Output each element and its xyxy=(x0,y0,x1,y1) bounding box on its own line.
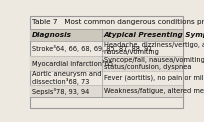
Bar xyxy=(30,85,183,97)
Text: Aortic aneurysm and
dissection³68, 73: Aortic aneurysm and dissection³68, 73 xyxy=(32,71,101,85)
Text: Atypical Presenting Symptoms: Atypical Presenting Symptoms xyxy=(104,32,204,38)
Text: Sepsis³78, 93, 94: Sepsis³78, 93, 94 xyxy=(32,88,89,95)
Text: Stroke³64, 66, 68, 69, 85, 87, 88, 91: Stroke³64, 66, 68, 69, 85, 87, 88, 91 xyxy=(32,45,152,52)
Bar xyxy=(30,56,183,71)
Bar xyxy=(30,29,183,41)
Text: Fever (aortitis), no pain or mild pain, al: Fever (aortitis), no pain or mild pain, … xyxy=(104,75,204,81)
Text: Headache, dizziness/vertigo, altered me
nausea/vomiting: Headache, dizziness/vertigo, altered me … xyxy=(104,42,204,55)
Text: Weakness/fatigue, altered mental status: Weakness/fatigue, altered mental status xyxy=(104,88,204,94)
Text: Myocardial infarction³65: Myocardial infarction³65 xyxy=(32,60,113,67)
Text: Table 7   Most common dangerous conditions presenting w: Table 7 Most common dangerous conditions… xyxy=(32,19,204,25)
Text: Syncope/fall, nausea/vomiting, fatigue/
status/confusion, dyspnea: Syncope/fall, nausea/vomiting, fatigue/ … xyxy=(104,57,204,70)
Text: Diagnosis: Diagnosis xyxy=(32,32,72,38)
